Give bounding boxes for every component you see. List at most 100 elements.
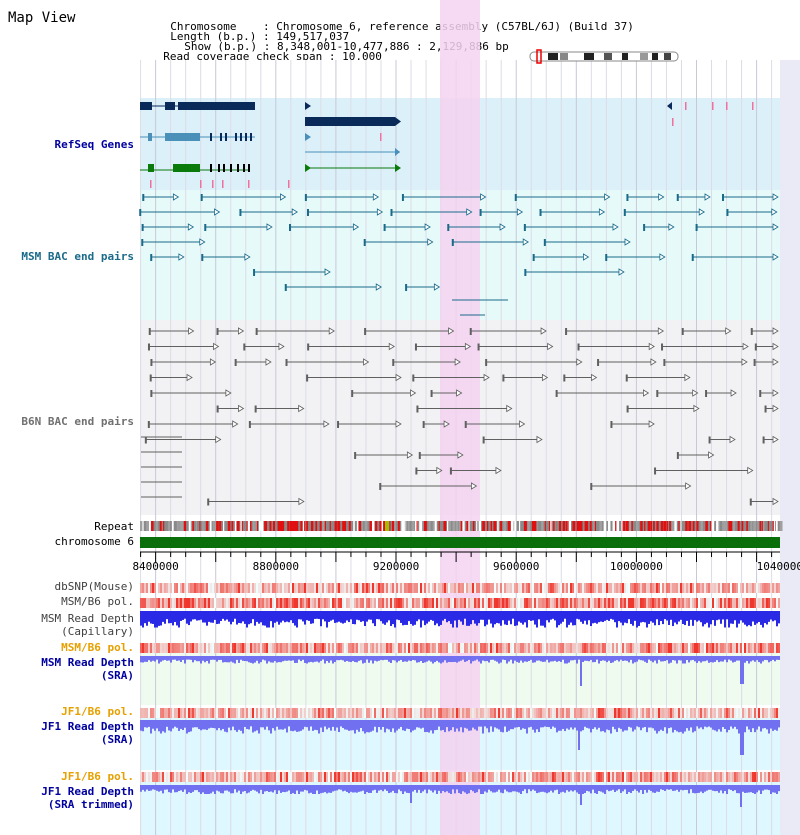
msm-sra-depth-bar[interactable] — [170, 656, 172, 663]
msm-pol-cell[interactable] — [754, 598, 756, 608]
jf1-sra-depth-bar[interactable] — [500, 720, 502, 732]
jf1-trim-depth-bar[interactable] — [294, 785, 296, 794]
msm-cap-depth-bar[interactable] — [696, 611, 698, 622]
msm-pol-cell[interactable] — [234, 598, 236, 608]
msm-cap-depth-bar[interactable] — [388, 611, 390, 621]
msm-sra-depth-bar[interactable] — [404, 656, 406, 662]
msm-pol-cell[interactable] — [658, 598, 660, 608]
msm-sra-depth-bar[interactable] — [180, 656, 182, 662]
dbsnp-cell[interactable] — [740, 583, 742, 593]
msm-sra-depth-bar[interactable] — [238, 656, 240, 663]
msm-sra-depth-bar[interactable] — [470, 656, 472, 664]
jf1-pol-cell[interactable] — [608, 708, 610, 718]
msm-pol-cell[interactable] — [478, 598, 480, 608]
msm-bac-pair-end[interactable] — [172, 193, 180, 201]
msm-pol2-cell[interactable] — [534, 643, 536, 653]
jf1-sra-depth-bar[interactable] — [196, 720, 198, 728]
jf1-trim-depth-bar[interactable] — [354, 785, 356, 793]
dbsnp-cell[interactable] — [598, 583, 600, 593]
msm-sra-depth-bar[interactable] — [770, 656, 772, 662]
jf1-sra-depth-bar[interactable] — [528, 720, 530, 728]
msm-cap-depth-bar[interactable] — [230, 611, 232, 625]
repeat-element[interactable] — [705, 521, 708, 531]
jf1-pol-cell[interactable] — [758, 708, 760, 718]
jf1-pol2-cell[interactable] — [688, 772, 690, 782]
jf1-pol-cell[interactable] — [352, 708, 354, 718]
b6n-bac-pair-end[interactable] — [708, 436, 711, 444]
msm-pol-cell[interactable] — [350, 598, 352, 608]
jf1-sra-depth-bar[interactable] — [182, 720, 184, 731]
dbsnp-cell[interactable] — [290, 583, 292, 593]
jf1-pol-cell[interactable] — [376, 708, 378, 718]
msm-cap-depth-bar[interactable] — [468, 611, 470, 626]
msm-pol2-cell[interactable] — [550, 643, 552, 653]
b6n-bac-pair-end[interactable] — [388, 342, 395, 351]
b6n-bac-pair-end[interactable] — [749, 498, 752, 506]
jf1-pol2-cell[interactable] — [416, 772, 418, 782]
msm-pol-cell[interactable] — [452, 598, 454, 608]
dbsnp-cell[interactable] — [416, 583, 418, 593]
jf1-pol-cell[interactable] — [472, 708, 474, 718]
jf1-pol-cell[interactable] — [270, 708, 272, 718]
msm-sra-depth-bar[interactable] — [546, 656, 548, 660]
b6n-bac-pair-end[interactable] — [323, 420, 330, 428]
msm-pol-cell[interactable] — [320, 598, 322, 608]
jf1-pol-cell[interactable] — [272, 708, 274, 718]
msm-pol2-cell[interactable] — [490, 643, 492, 653]
msm-pol2-cell[interactable] — [368, 643, 370, 653]
msm-cap-depth-bar[interactable] — [396, 611, 398, 620]
jf1-trim-depth-bar[interactable] — [562, 785, 564, 792]
jf1-pol-cell[interactable] — [586, 708, 588, 718]
msm-sra-depth-bar[interactable] — [616, 656, 618, 661]
dbsnp-cell[interactable] — [246, 583, 248, 593]
jf1-trim-depth-bar[interactable] — [428, 785, 430, 790]
jf1-pol-cell[interactable] — [590, 708, 592, 718]
jf1-trim-depth-bar[interactable] — [148, 785, 150, 791]
jf1-pol2-cell[interactable] — [484, 772, 486, 782]
jf1-sra-depth-bar[interactable] — [652, 720, 654, 729]
jf1-pol-cell[interactable] — [474, 708, 476, 718]
repeat-element[interactable] — [653, 521, 655, 531]
msm-cap-depth-bar[interactable] — [538, 611, 540, 620]
jf1-pol2-cell[interactable] — [508, 772, 510, 782]
msm-pol-cell[interactable] — [438, 598, 440, 608]
jf1-pol2-cell[interactable] — [352, 772, 354, 782]
msm-pol-cell[interactable] — [382, 598, 384, 608]
jf1-sra-depth-bar[interactable] — [458, 720, 460, 732]
msm-sra-depth-bar[interactable] — [250, 656, 252, 663]
jf1-trim-depth-bar[interactable] — [700, 785, 702, 792]
msm-sra-depth-bar[interactable] — [206, 656, 208, 662]
jf1-pol-cell[interactable] — [366, 708, 368, 718]
dbsnp-cell[interactable] — [300, 583, 302, 593]
jf1-sra-depth-bar[interactable] — [656, 720, 658, 734]
dbsnp-cell[interactable] — [330, 583, 332, 593]
msm-cap-depth-bar[interactable] — [174, 611, 176, 623]
b6n-bac-pair-end[interactable] — [363, 358, 370, 366]
jf1-pol2-cell[interactable] — [166, 772, 168, 782]
msm-sra-depth-bar[interactable] — [448, 656, 450, 662]
repeat-element[interactable] — [716, 521, 719, 531]
msm-pol-cell[interactable] — [538, 598, 540, 608]
msm-sra-depth-bar[interactable] — [688, 656, 690, 663]
msm-pol-cell[interactable] — [556, 598, 558, 608]
jf1-pol2-cell[interactable] — [732, 772, 734, 782]
msm-pol2-cell[interactable] — [488, 643, 490, 653]
jf1-pol2-cell[interactable] — [444, 772, 446, 782]
msm-pol2-cell[interactable] — [656, 643, 658, 653]
dbsnp-cell[interactable] — [140, 583, 142, 593]
msm-sra-depth-bar[interactable] — [460, 656, 462, 661]
jf1-pol2-cell[interactable] — [234, 772, 236, 782]
chromosome-ideogram[interactable] — [529, 49, 679, 64]
jf1-trim-depth-bar[interactable] — [264, 785, 266, 792]
msm-cap-depth-bar[interactable] — [516, 611, 518, 626]
dbsnp-cell[interactable] — [482, 583, 484, 593]
jf1-sra-depth-bar[interactable] — [282, 720, 284, 730]
b6n-bac-pair-end[interactable] — [392, 359, 395, 366]
msm-sra-depth-bar[interactable] — [664, 656, 666, 661]
jf1-pol2-cell[interactable] — [440, 772, 442, 782]
msm-sra-depth-bar[interactable] — [670, 656, 672, 663]
dbsnp-cell[interactable] — [214, 583, 216, 593]
jf1-pol2-cell[interactable] — [590, 772, 592, 782]
repeat-element[interactable] — [310, 521, 314, 531]
jf1-pol2-cell[interactable] — [580, 772, 582, 782]
